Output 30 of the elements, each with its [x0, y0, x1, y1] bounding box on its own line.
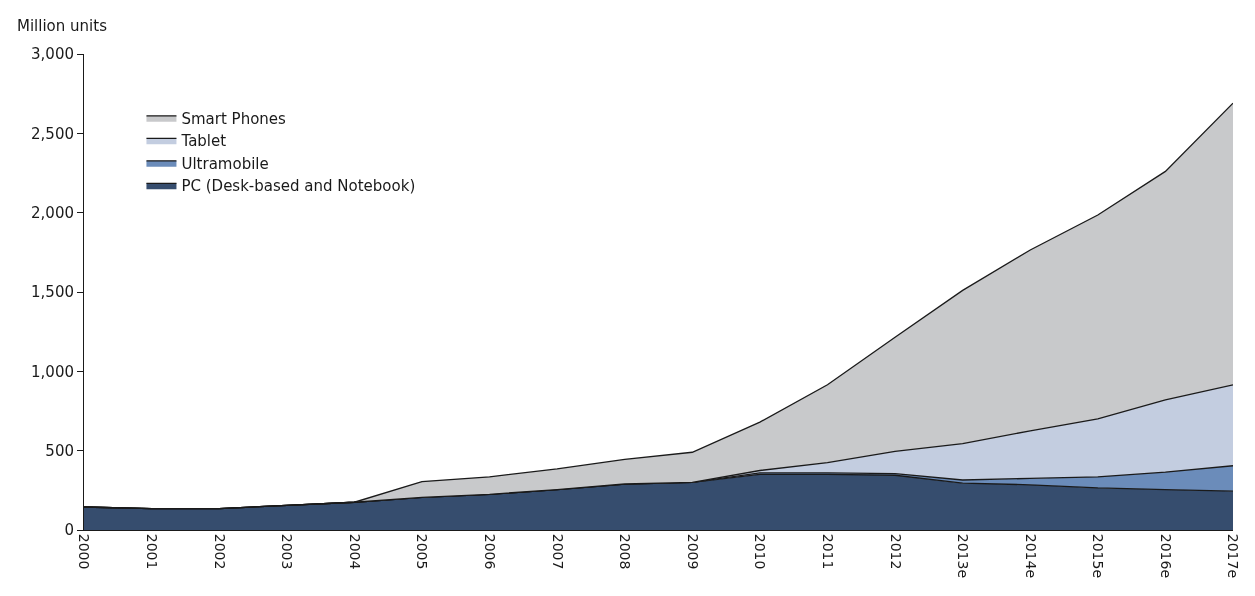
y-tick-label: 2,000: [31, 203, 74, 222]
y-tick-label: 1,500: [31, 283, 74, 302]
legend-label: Smart Phones: [181, 109, 287, 128]
x-tick-label: 2003: [279, 533, 296, 570]
x-tick-label: 2012: [887, 533, 904, 570]
x-tick-label: 2000: [76, 533, 93, 570]
x-tick-label: 2006: [481, 533, 498, 570]
x-tick-label: 2009: [684, 533, 701, 570]
x-tick-label: 2013e: [955, 533, 972, 579]
legend-label: Ultramobile: [181, 154, 269, 173]
y-tick-label: 1,000: [31, 362, 74, 381]
y-tick-label: 0: [64, 521, 74, 540]
legend-label: Tablet: [180, 132, 227, 151]
x-tick-label: 2002: [211, 533, 228, 570]
y-tick-label: 3,000: [31, 45, 74, 64]
x-tick-label: 2016e: [1157, 533, 1174, 579]
x-tick-label: 2005: [414, 533, 431, 570]
y-axis-title: Million units: [17, 17, 108, 35]
x-tick-label: 2001: [144, 533, 161, 570]
x-tick-label: 2004: [346, 533, 363, 570]
y-tick-label: 2,500: [31, 124, 74, 143]
x-tick-label: 2017e: [1225, 533, 1242, 579]
x-tick-label: 2015e: [1090, 533, 1107, 579]
x-tick-label: 2010: [752, 533, 769, 570]
y-tick-label: 500: [45, 441, 74, 460]
x-tick-label: 2008: [617, 533, 634, 570]
x-tick-label: 2011: [819, 533, 836, 570]
x-tick-label: 2014e: [1022, 533, 1039, 579]
legend-label: PC (Desk-based and Notebook): [181, 177, 416, 196]
x-tick-label: 2007: [549, 533, 566, 570]
